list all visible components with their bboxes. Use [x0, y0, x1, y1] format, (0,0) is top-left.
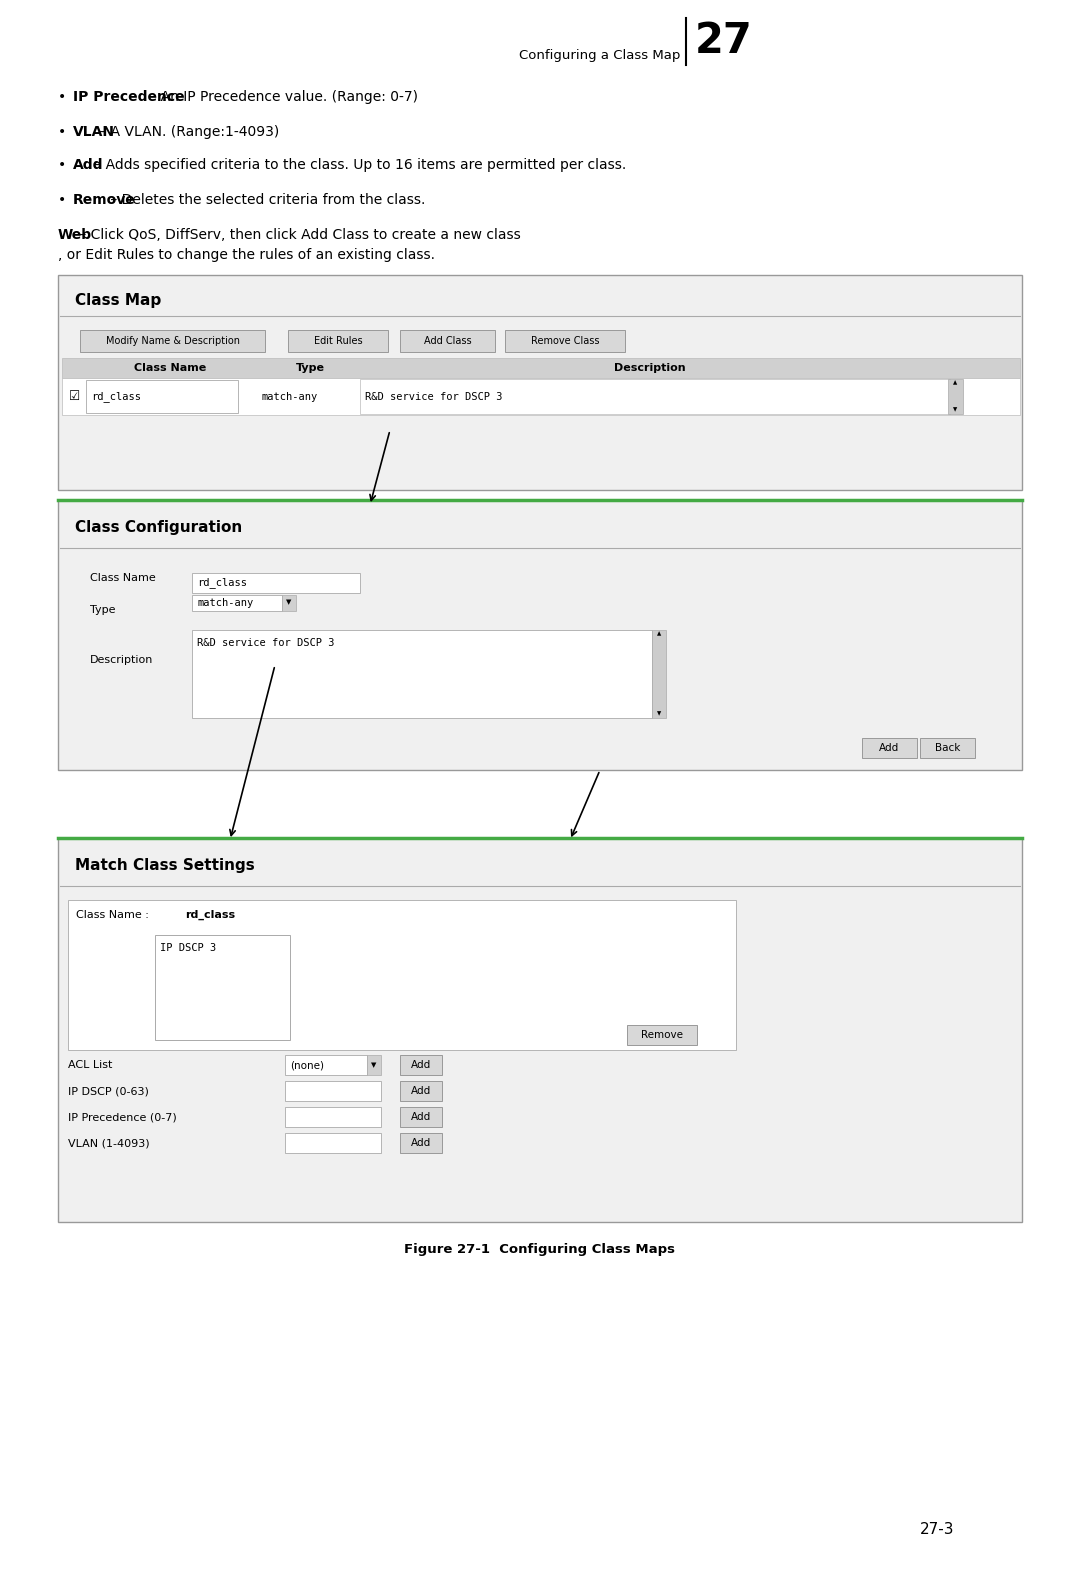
Bar — [80, 330, 265, 352]
Text: , or Edit Rules to change the rules of an existing class.: , or Edit Rules to change the rules of a… — [58, 248, 435, 262]
Text: •: • — [58, 193, 66, 207]
Text: Class Map: Class Map — [75, 294, 161, 308]
Bar — [192, 573, 360, 593]
Text: Type: Type — [296, 363, 324, 374]
Text: rd_class: rd_class — [197, 578, 247, 589]
Bar — [288, 330, 388, 352]
Text: match-any: match-any — [262, 391, 319, 402]
Bar — [400, 1134, 442, 1152]
Bar — [86, 380, 238, 413]
Bar — [920, 738, 975, 758]
Bar — [400, 330, 495, 352]
Text: Add: Add — [410, 1112, 431, 1123]
Bar — [627, 1025, 697, 1046]
Text: Description: Description — [615, 363, 686, 374]
Text: – An IP Precedence value. (Range: 0-7): – An IP Precedence value. (Range: 0-7) — [145, 89, 418, 104]
Text: Description: Description — [90, 655, 153, 666]
Bar — [156, 936, 291, 1039]
Text: Add: Add — [879, 743, 900, 754]
Text: •: • — [58, 159, 66, 173]
Text: IP DSCP 3: IP DSCP 3 — [160, 944, 216, 953]
Text: Remove: Remove — [642, 1030, 683, 1039]
Bar — [652, 630, 666, 717]
Text: Back: Back — [935, 743, 960, 754]
Text: Remove Class: Remove Class — [530, 336, 599, 345]
Text: •: • — [58, 89, 66, 104]
Text: Add Class: Add Class — [423, 336, 471, 345]
Bar — [192, 595, 282, 611]
Text: 27-3: 27-3 — [920, 1523, 955, 1537]
Bar — [58, 275, 1022, 490]
Text: R&D service for DSCP 3: R&D service for DSCP 3 — [197, 637, 335, 648]
Bar — [360, 378, 950, 414]
Text: Figure 27-1  Configuring Class Maps: Figure 27-1 Configuring Class Maps — [405, 1243, 675, 1256]
Text: – A VLAN. (Range:1-4093): – A VLAN. (Range:1-4093) — [95, 126, 280, 140]
Text: IP Precedence (0-7): IP Precedence (0-7) — [68, 1112, 177, 1123]
Text: Web: Web — [58, 228, 92, 242]
Bar — [192, 630, 652, 717]
Text: rd_class: rd_class — [91, 391, 141, 402]
Text: Add: Add — [410, 1060, 431, 1071]
Text: ▼: ▼ — [286, 600, 292, 606]
Bar — [282, 595, 296, 611]
Text: ACL List: ACL List — [68, 1060, 112, 1071]
Text: ▲: ▲ — [657, 631, 661, 636]
Text: – Deletes the selected criteria from the class.: – Deletes the selected criteria from the… — [106, 193, 426, 207]
Text: rd_class: rd_class — [185, 911, 235, 920]
Text: VLAN (1-4093): VLAN (1-4093) — [68, 1138, 150, 1148]
Bar — [285, 1134, 381, 1152]
Bar — [285, 1055, 367, 1075]
Text: •: • — [58, 126, 66, 140]
Text: Add: Add — [410, 1138, 431, 1148]
Text: 27: 27 — [696, 20, 753, 61]
Text: Class Name :: Class Name : — [76, 911, 149, 920]
Text: (none): (none) — [291, 1060, 324, 1071]
Text: Edit Rules: Edit Rules — [313, 336, 362, 345]
Bar — [62, 358, 1020, 378]
Text: Type: Type — [90, 604, 116, 615]
Text: Configuring a Class Map: Configuring a Class Map — [518, 49, 680, 61]
Text: – Adds specified criteria to the class. Up to 16 items are permitted per class.: – Adds specified criteria to the class. … — [90, 159, 625, 173]
Bar — [948, 378, 963, 414]
Text: – Click QoS, DiffServ, then click Add Class to create a new class: – Click QoS, DiffServ, then click Add Cl… — [75, 228, 521, 242]
Text: Match Class Settings: Match Class Settings — [75, 857, 255, 873]
Text: IP Precedence: IP Precedence — [73, 89, 185, 104]
Text: ☑: ☑ — [69, 389, 81, 403]
Text: ▼: ▼ — [657, 711, 661, 716]
Text: Add: Add — [73, 159, 104, 173]
Bar — [862, 738, 917, 758]
Text: Class Name: Class Name — [134, 363, 206, 374]
Text: Class Configuration: Class Configuration — [75, 520, 242, 535]
Bar — [58, 499, 1022, 769]
Bar — [58, 838, 1022, 1221]
Text: Add: Add — [410, 1086, 431, 1096]
Text: Remove: Remove — [73, 193, 136, 207]
Bar — [285, 1082, 381, 1101]
Bar — [505, 330, 625, 352]
Bar — [285, 1107, 381, 1127]
Text: Modify Name & Description: Modify Name & Description — [106, 336, 240, 345]
Text: ▲: ▲ — [954, 380, 958, 386]
Text: ▼: ▼ — [954, 408, 958, 413]
Bar — [400, 1107, 442, 1127]
Text: R&D service for DSCP 3: R&D service for DSCP 3 — [365, 391, 502, 402]
Bar — [62, 378, 1020, 414]
Bar — [367, 1055, 381, 1075]
Text: VLAN: VLAN — [73, 126, 114, 140]
Bar — [68, 900, 735, 1050]
Bar — [400, 1055, 442, 1075]
Text: IP DSCP (0-63): IP DSCP (0-63) — [68, 1086, 149, 1096]
Text: ▼: ▼ — [372, 1061, 377, 1068]
Bar — [400, 1082, 442, 1101]
Text: match-any: match-any — [197, 598, 253, 608]
Text: Class Name: Class Name — [90, 573, 156, 582]
